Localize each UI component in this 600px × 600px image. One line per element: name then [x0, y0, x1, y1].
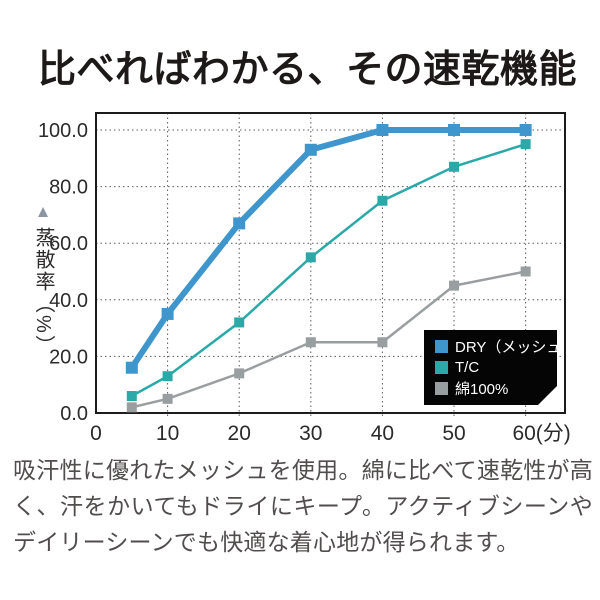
data-point-dry	[448, 123, 461, 136]
x-tick-label: 20	[228, 422, 251, 445]
y-axis-label: 蒸散率（%）	[32, 227, 54, 357]
legend-swatch-cotton	[435, 382, 448, 395]
y-tick-label: 60.0	[49, 233, 88, 255]
data-point-dry	[125, 361, 138, 374]
data-point-cotton	[305, 337, 316, 348]
x-tick-label: 60(分)	[512, 422, 570, 445]
data-point-tc	[162, 371, 173, 382]
y-tick-label: 0.0	[60, 403, 88, 425]
page-title: 比べればわかる、その速乾機能	[38, 49, 578, 91]
data-point-tc	[234, 317, 245, 328]
up-triangle-icon: ▲	[34, 202, 52, 221]
data-point-tc	[377, 195, 388, 206]
x-tick-label: 50	[442, 422, 465, 445]
legend-swatch-dry	[435, 340, 448, 353]
data-point-dry	[233, 217, 246, 230]
x-tick-label: 0	[90, 422, 102, 445]
chart-plot-area: 0.0 20.0 40.0 60.0 80.0 100.0 0 10 20 30 40 50 60(分)	[38, 112, 571, 445]
x-tick-label: 10	[156, 422, 179, 445]
legend-item-tc: T/C	[435, 359, 557, 375]
x-tick-label: 30	[299, 422, 322, 445]
chart-legend: DRY（メッシュ） T/C 綿100%	[424, 330, 557, 405]
data-point-cotton	[234, 368, 245, 379]
y-tick-label: 40.0	[49, 290, 88, 312]
legend-label-tc: T/C	[455, 358, 480, 376]
x-tick-label: 40	[371, 422, 394, 445]
data-point-dry	[161, 307, 174, 320]
data-point-dry	[376, 123, 389, 136]
plot-border	[95, 112, 566, 414]
data-point-tc	[305, 252, 316, 263]
data-point-cotton	[126, 402, 137, 413]
legend-label-cotton: 綿100%	[455, 380, 509, 398]
data-point-tc	[520, 139, 531, 150]
y-tick-label: 100.0	[38, 120, 88, 142]
data-point-tc	[126, 391, 137, 402]
data-point-dry	[519, 123, 532, 136]
data-point-dry	[304, 143, 317, 156]
data-point-cotton	[449, 280, 460, 291]
y-axis-title: ▲ 蒸散率（%）	[26, 203, 60, 357]
description-text: 吸汗性に優れたメッシュを使用。綿に比べて速乾性が高く、汗をかいてもドライにキープ…	[13, 457, 593, 556]
legend-label-dry: DRY（メッシュ）	[455, 338, 577, 356]
legend-item-dry: DRY（メッシュ）	[435, 338, 557, 354]
y-tick-label: 80.0	[49, 177, 88, 199]
data-point-cotton	[162, 393, 173, 404]
legend-swatch-tc	[435, 361, 448, 374]
legend-item-cotton: 綿100%	[435, 380, 557, 396]
y-tick-label: 20.0	[49, 346, 88, 368]
evaporation-rate-chart: 0.0 20.0 40.0 60.0 80.0 100.0 0 10 20 30 40 50 60(分)…	[0, 100, 600, 450]
data-point-cotton	[520, 266, 531, 277]
data-point-cotton	[377, 337, 388, 348]
data-point-tc	[449, 161, 460, 172]
